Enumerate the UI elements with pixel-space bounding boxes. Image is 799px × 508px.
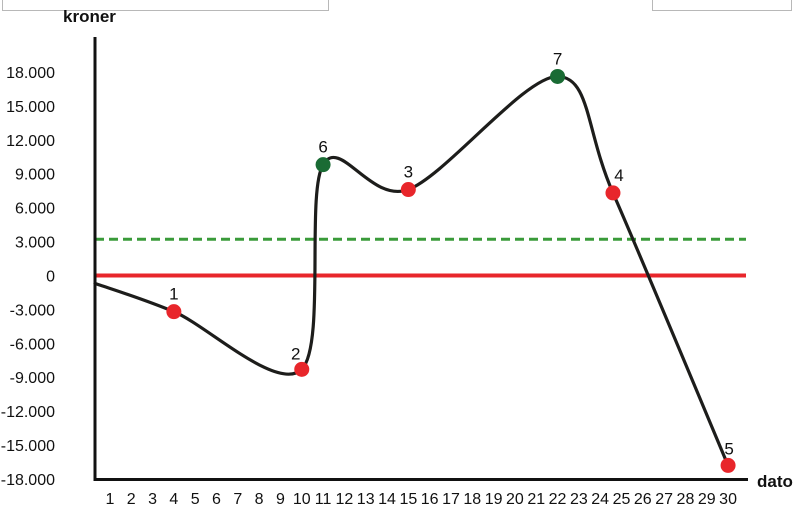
x-tick-label: 22 [549, 491, 567, 508]
y-tick-label: 15.000 [6, 99, 55, 116]
axes: kroner dato [63, 7, 793, 491]
x-tick-label: 1 [105, 491, 114, 508]
y-tick-label: 9.000 [15, 167, 55, 184]
x-tick-label: 23 [570, 491, 588, 508]
y-tick-label: -12.000 [1, 404, 55, 421]
x-tick-label: 8 [255, 491, 264, 508]
y-tick-label: 0 [46, 268, 55, 285]
x-tick-label: 14 [378, 491, 396, 508]
x-tick-label: 3 [148, 491, 157, 508]
series-layer [93, 74, 730, 468]
point-label-7: 7 [553, 49, 562, 68]
x-tick-label: 29 [698, 491, 716, 508]
x-tick-label: 28 [677, 491, 695, 508]
x-tick-label: 5 [191, 491, 200, 508]
x-tick-label: 21 [527, 491, 545, 508]
y-tick-label: 6.000 [15, 201, 55, 218]
marked-point-4 [605, 185, 621, 201]
reference-lines [95, 237, 746, 278]
y-axis-title: kroner [63, 7, 116, 26]
y-tick-label: -3.000 [10, 302, 55, 319]
x-tick-label: 6 [212, 491, 221, 508]
point-label-1: 1 [169, 285, 178, 304]
x-tick-label: 17 [442, 491, 460, 508]
y-tick-label: -18.000 [1, 472, 55, 489]
y-tick-label: 12.000 [6, 133, 55, 150]
x-tick-label: 9 [276, 491, 285, 508]
x-tick-label: 30 [719, 491, 737, 508]
y-tick-label: -15.000 [1, 438, 55, 455]
marked-point-6 [315, 157, 331, 173]
series-line-0 [93, 74, 730, 468]
y-tick-label: -6.000 [10, 336, 55, 353]
x-tick-label: 7 [233, 491, 242, 508]
x-tick-label: 2 [127, 491, 136, 508]
x-tick-label: 27 [655, 491, 673, 508]
point-label-2: 2 [291, 344, 300, 363]
top-left-frame-fragment [2, 0, 329, 11]
y-tick-label: -9.000 [10, 370, 55, 387]
x-tick-label: 4 [169, 491, 178, 508]
x-tick-label: 24 [591, 491, 609, 508]
marked-point-7 [550, 68, 566, 84]
x-tick-label: 26 [634, 491, 652, 508]
point-label-4: 4 [614, 166, 623, 185]
x-tick-labels: 1 2 3 4 5 6 7 8 9 10 11 12 13 14 15 16 17 18 19 20 21 22 23 24 2… [105, 491, 737, 508]
marked-point-3 [400, 182, 416, 198]
point-label-5: 5 [724, 439, 733, 458]
marked-point-1 [166, 304, 182, 320]
x-tick-label: 11 [315, 491, 332, 508]
x-tick-label: 20 [506, 491, 524, 508]
marked-point-2 [294, 361, 310, 377]
y-tick-labels: 18.000 15.000 12.000 9.000 6.000 3.000 0 -3.000… [1, 65, 55, 489]
x-tick-label: 19 [485, 491, 503, 508]
x-tick-label: 18 [463, 491, 481, 508]
x-tick-label: 12 [335, 491, 353, 508]
x-tick-label: 10 [293, 491, 311, 508]
x-axis-title: dato [757, 472, 793, 491]
x-tick-label: 13 [357, 491, 375, 508]
y-tick-label: 3.000 [15, 235, 55, 252]
marked-points: 1 2 6 3 7 4 5 [166, 49, 736, 473]
top-right-frame-fragment [652, 0, 792, 11]
x-tick-label: 16 [421, 491, 439, 508]
point-label-6: 6 [318, 138, 327, 157]
y-tick-label: 18.000 [6, 65, 55, 82]
point-label-3: 3 [404, 163, 413, 182]
x-tick-label: 25 [613, 491, 631, 508]
marked-point-5 [720, 457, 736, 473]
x-tick-label: 15 [399, 491, 417, 508]
